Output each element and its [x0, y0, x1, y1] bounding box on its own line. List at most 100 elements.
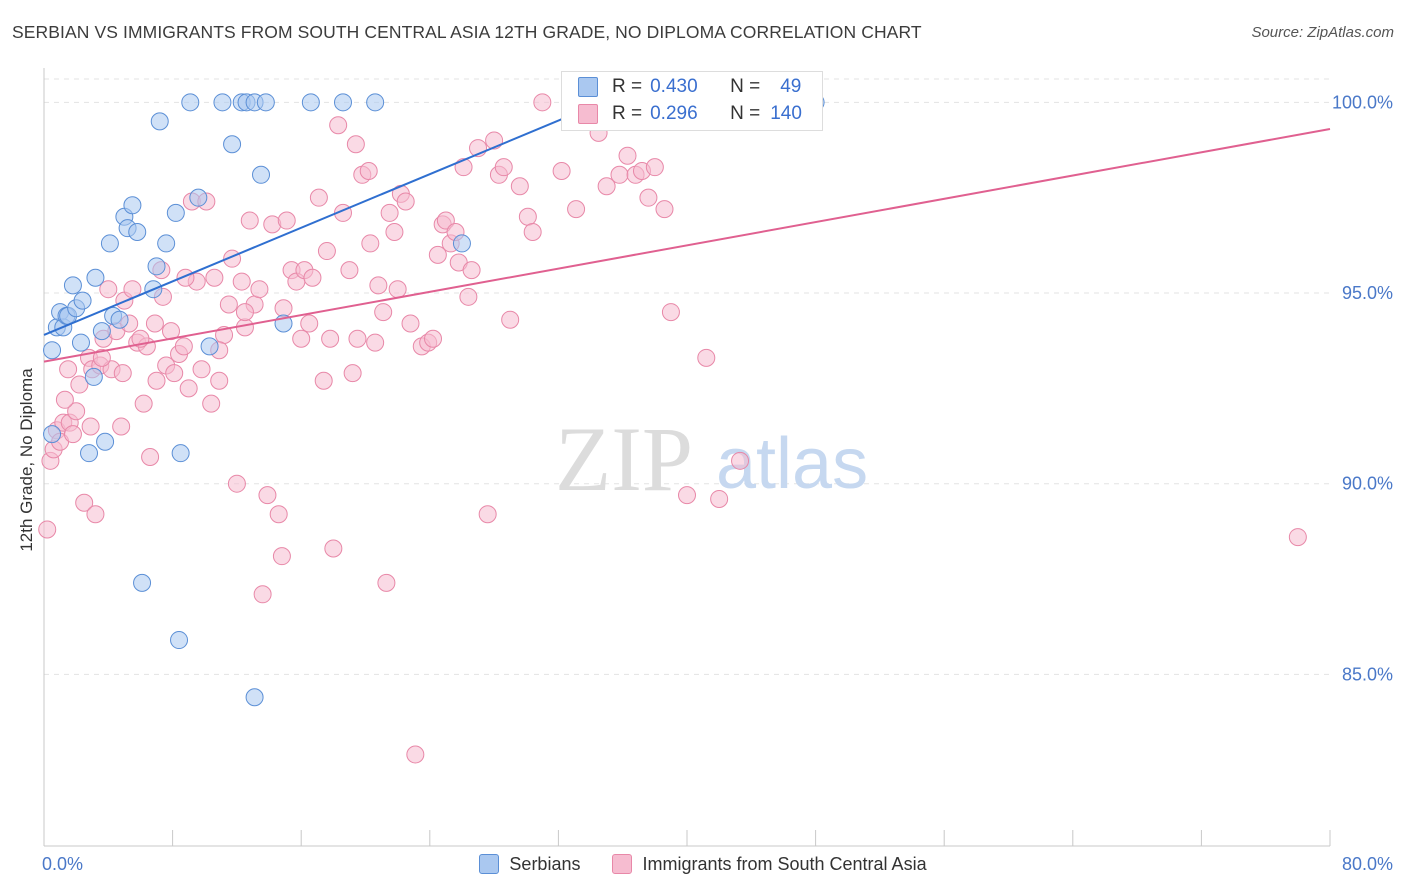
- immigrants-point: [258, 486, 277, 505]
- serbians-point: [256, 93, 275, 112]
- serbians-point: [213, 93, 232, 112]
- y-axis-label: 12th Grade, No Diploma: [17, 368, 36, 552]
- immigrants-point: [232, 272, 251, 291]
- immigrants-point: [518, 207, 537, 226]
- source-label: Source: ZipAtlas.com: [1251, 24, 1394, 41]
- immigrants-point: [401, 314, 420, 333]
- immigrants-point: [253, 585, 272, 604]
- immigrants-point: [348, 329, 367, 348]
- immigrants-point: [645, 158, 664, 177]
- immigrants-point: [70, 375, 89, 394]
- immigrants-point: [343, 364, 362, 383]
- legend-item-immigrants[interactable]: Immigrants from South Central Asia: [612, 854, 927, 875]
- y-tick-label: 95.0%: [1342, 283, 1393, 303]
- serbians-point: [133, 573, 152, 592]
- serbians-point: [96, 432, 115, 451]
- immigrants-point: [240, 211, 259, 230]
- serbians-point: [366, 93, 385, 112]
- immigrants-point: [697, 348, 716, 367]
- legend-item-serbians[interactable]: Serbians: [479, 854, 580, 875]
- legend-serbians-label: Serbians: [509, 853, 581, 874]
- serbians-point: [84, 367, 103, 386]
- immigrants-point: [346, 135, 365, 154]
- serbians-point: [181, 93, 200, 112]
- immigrants-point: [639, 188, 658, 207]
- serbians-point: [128, 222, 147, 241]
- immigrants-point: [250, 280, 269, 299]
- immigrants-point: [454, 158, 473, 177]
- immigrants-point: [533, 93, 552, 112]
- serbians-swatch: [578, 77, 598, 97]
- serbians-point: [170, 631, 189, 650]
- immigrants-point: [388, 280, 407, 299]
- immigrants-point: [227, 474, 246, 493]
- immigrants-point: [597, 177, 616, 196]
- immigrants-point: [374, 303, 393, 322]
- immigrants-point: [406, 745, 425, 764]
- immigrants-point: [112, 417, 131, 436]
- immigrants-point: [459, 287, 478, 306]
- serbians-point: [200, 337, 219, 356]
- immigrants-point: [655, 200, 674, 219]
- serbians-point: [223, 135, 242, 154]
- serbians-point: [189, 188, 208, 207]
- immigrants-point: [552, 161, 571, 180]
- immigrants-point: [292, 329, 311, 348]
- serbians-trend-line: [43, 86, 640, 336]
- immigrants-point: [340, 261, 359, 280]
- serbians-point: [147, 257, 166, 276]
- immigrants-point: [366, 333, 385, 352]
- immigrants-point: [324, 539, 343, 558]
- immigrants-point: [618, 146, 637, 165]
- legend-immigrants-swatch: [612, 854, 633, 874]
- serbians-point: [92, 322, 111, 341]
- immigrants-point: [567, 200, 586, 219]
- immigrants-point: [369, 276, 388, 295]
- immigrants-point: [277, 211, 296, 230]
- y-tick-label: 85.0%: [1342, 664, 1393, 684]
- immigrants-point: [63, 425, 82, 444]
- immigrants-r-value: 0.296: [650, 103, 698, 124]
- legend-serbians-swatch: [479, 854, 500, 874]
- immigrants-point: [113, 364, 132, 383]
- stats-row-immigrants: R = 0.296 N = 140: [578, 101, 802, 127]
- immigrants-point: [396, 192, 415, 211]
- immigrants-point: [380, 203, 399, 222]
- immigrants-swatch: [578, 104, 598, 124]
- stats-row-serbians: R = 0.430 N = 49: [578, 74, 801, 100]
- immigrants-point: [145, 314, 164, 333]
- immigrants-point: [92, 348, 111, 367]
- chart-title: SERBIAN VS IMMIGRANTS FROM SOUTH CENTRAL…: [12, 22, 922, 42]
- immigrants-point: [38, 520, 57, 539]
- n-label: N =: [730, 76, 761, 97]
- serbians-point: [166, 203, 185, 222]
- immigrants-point: [205, 268, 224, 287]
- immigrants-point: [478, 505, 497, 524]
- immigrants-point: [202, 394, 221, 413]
- immigrants-point: [610, 165, 629, 184]
- immigrants-point: [300, 314, 319, 333]
- immigrants-point: [272, 547, 291, 566]
- serbians-r-value: 0.430: [650, 76, 698, 97]
- immigrants-point: [731, 451, 750, 470]
- immigrants-point: [678, 486, 696, 505]
- immigrants-point: [424, 329, 443, 348]
- serbians-point: [333, 93, 352, 112]
- immigrants-point: [99, 280, 118, 299]
- immigrants-point: [303, 268, 322, 287]
- immigrants-point: [377, 573, 396, 592]
- x-tick-label-max: 80.0%: [1342, 854, 1393, 874]
- bottom-legend: Serbians Immigrants from South Central A…: [0, 850, 1406, 878]
- immigrants-point: [192, 360, 211, 379]
- serbians-point: [110, 310, 129, 329]
- immigrants-point: [317, 242, 336, 261]
- serbians-point: [150, 112, 169, 131]
- serbians-point: [43, 341, 62, 360]
- immigrants-point: [59, 360, 78, 379]
- immigrants-point: [179, 379, 198, 398]
- immigrants-point: [309, 188, 328, 207]
- immigrants-point: [385, 222, 404, 241]
- immigrants-point: [710, 489, 729, 508]
- n-label: N =: [730, 103, 761, 124]
